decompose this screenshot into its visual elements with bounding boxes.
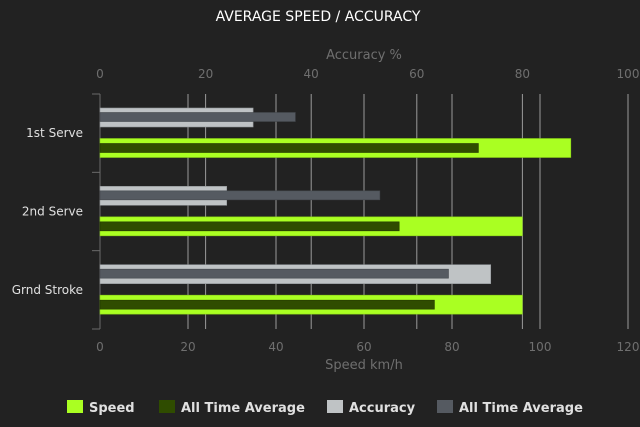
top-tick-label: 80 xyxy=(515,67,530,81)
top-tick-label: 60 xyxy=(409,67,424,81)
bottom-tick-label: 80 xyxy=(444,340,459,354)
category-label: Grnd Stroke xyxy=(12,283,83,297)
bottom-tick-label: 100 xyxy=(529,340,552,354)
legend-swatch xyxy=(67,400,83,413)
speed-average-bar xyxy=(99,221,400,232)
accuracy-average-bar xyxy=(99,268,449,279)
speed-average-bar xyxy=(99,143,479,153)
legend-swatch xyxy=(327,400,343,413)
legend-label: Speed xyxy=(89,401,135,416)
top-tick-label: 40 xyxy=(304,67,319,81)
accuracy-average-bar xyxy=(99,112,296,122)
top-tick-label: 20 xyxy=(198,67,213,81)
chart-title: AVERAGE SPEED / ACCURACY xyxy=(216,9,421,25)
accuracy-average-bar xyxy=(99,190,381,201)
top-tick-label: 100 xyxy=(617,67,640,81)
legend-swatch xyxy=(437,400,453,413)
legend-label: All Time Average xyxy=(181,401,305,416)
speed-average-bar xyxy=(99,299,435,310)
bottom-tick-label: 0 xyxy=(96,340,104,354)
top-axis-title: Accuracy % xyxy=(326,48,402,63)
legend-label: Accuracy xyxy=(349,401,416,416)
bottom-tick-label: 20 xyxy=(180,340,195,354)
bottom-axis-title: Speed km/h xyxy=(325,358,403,373)
top-tick-label: 0 xyxy=(96,67,104,81)
bottom-tick-label: 40 xyxy=(268,340,283,354)
legend-swatch xyxy=(159,400,175,413)
category-label: 2nd Serve xyxy=(22,205,83,219)
bottom-tick-label: 60 xyxy=(356,340,371,354)
legend-label: All Time Average xyxy=(459,401,583,416)
category-label: 1st Serve xyxy=(26,126,83,140)
bottom-tick-label: 120 xyxy=(617,340,640,354)
